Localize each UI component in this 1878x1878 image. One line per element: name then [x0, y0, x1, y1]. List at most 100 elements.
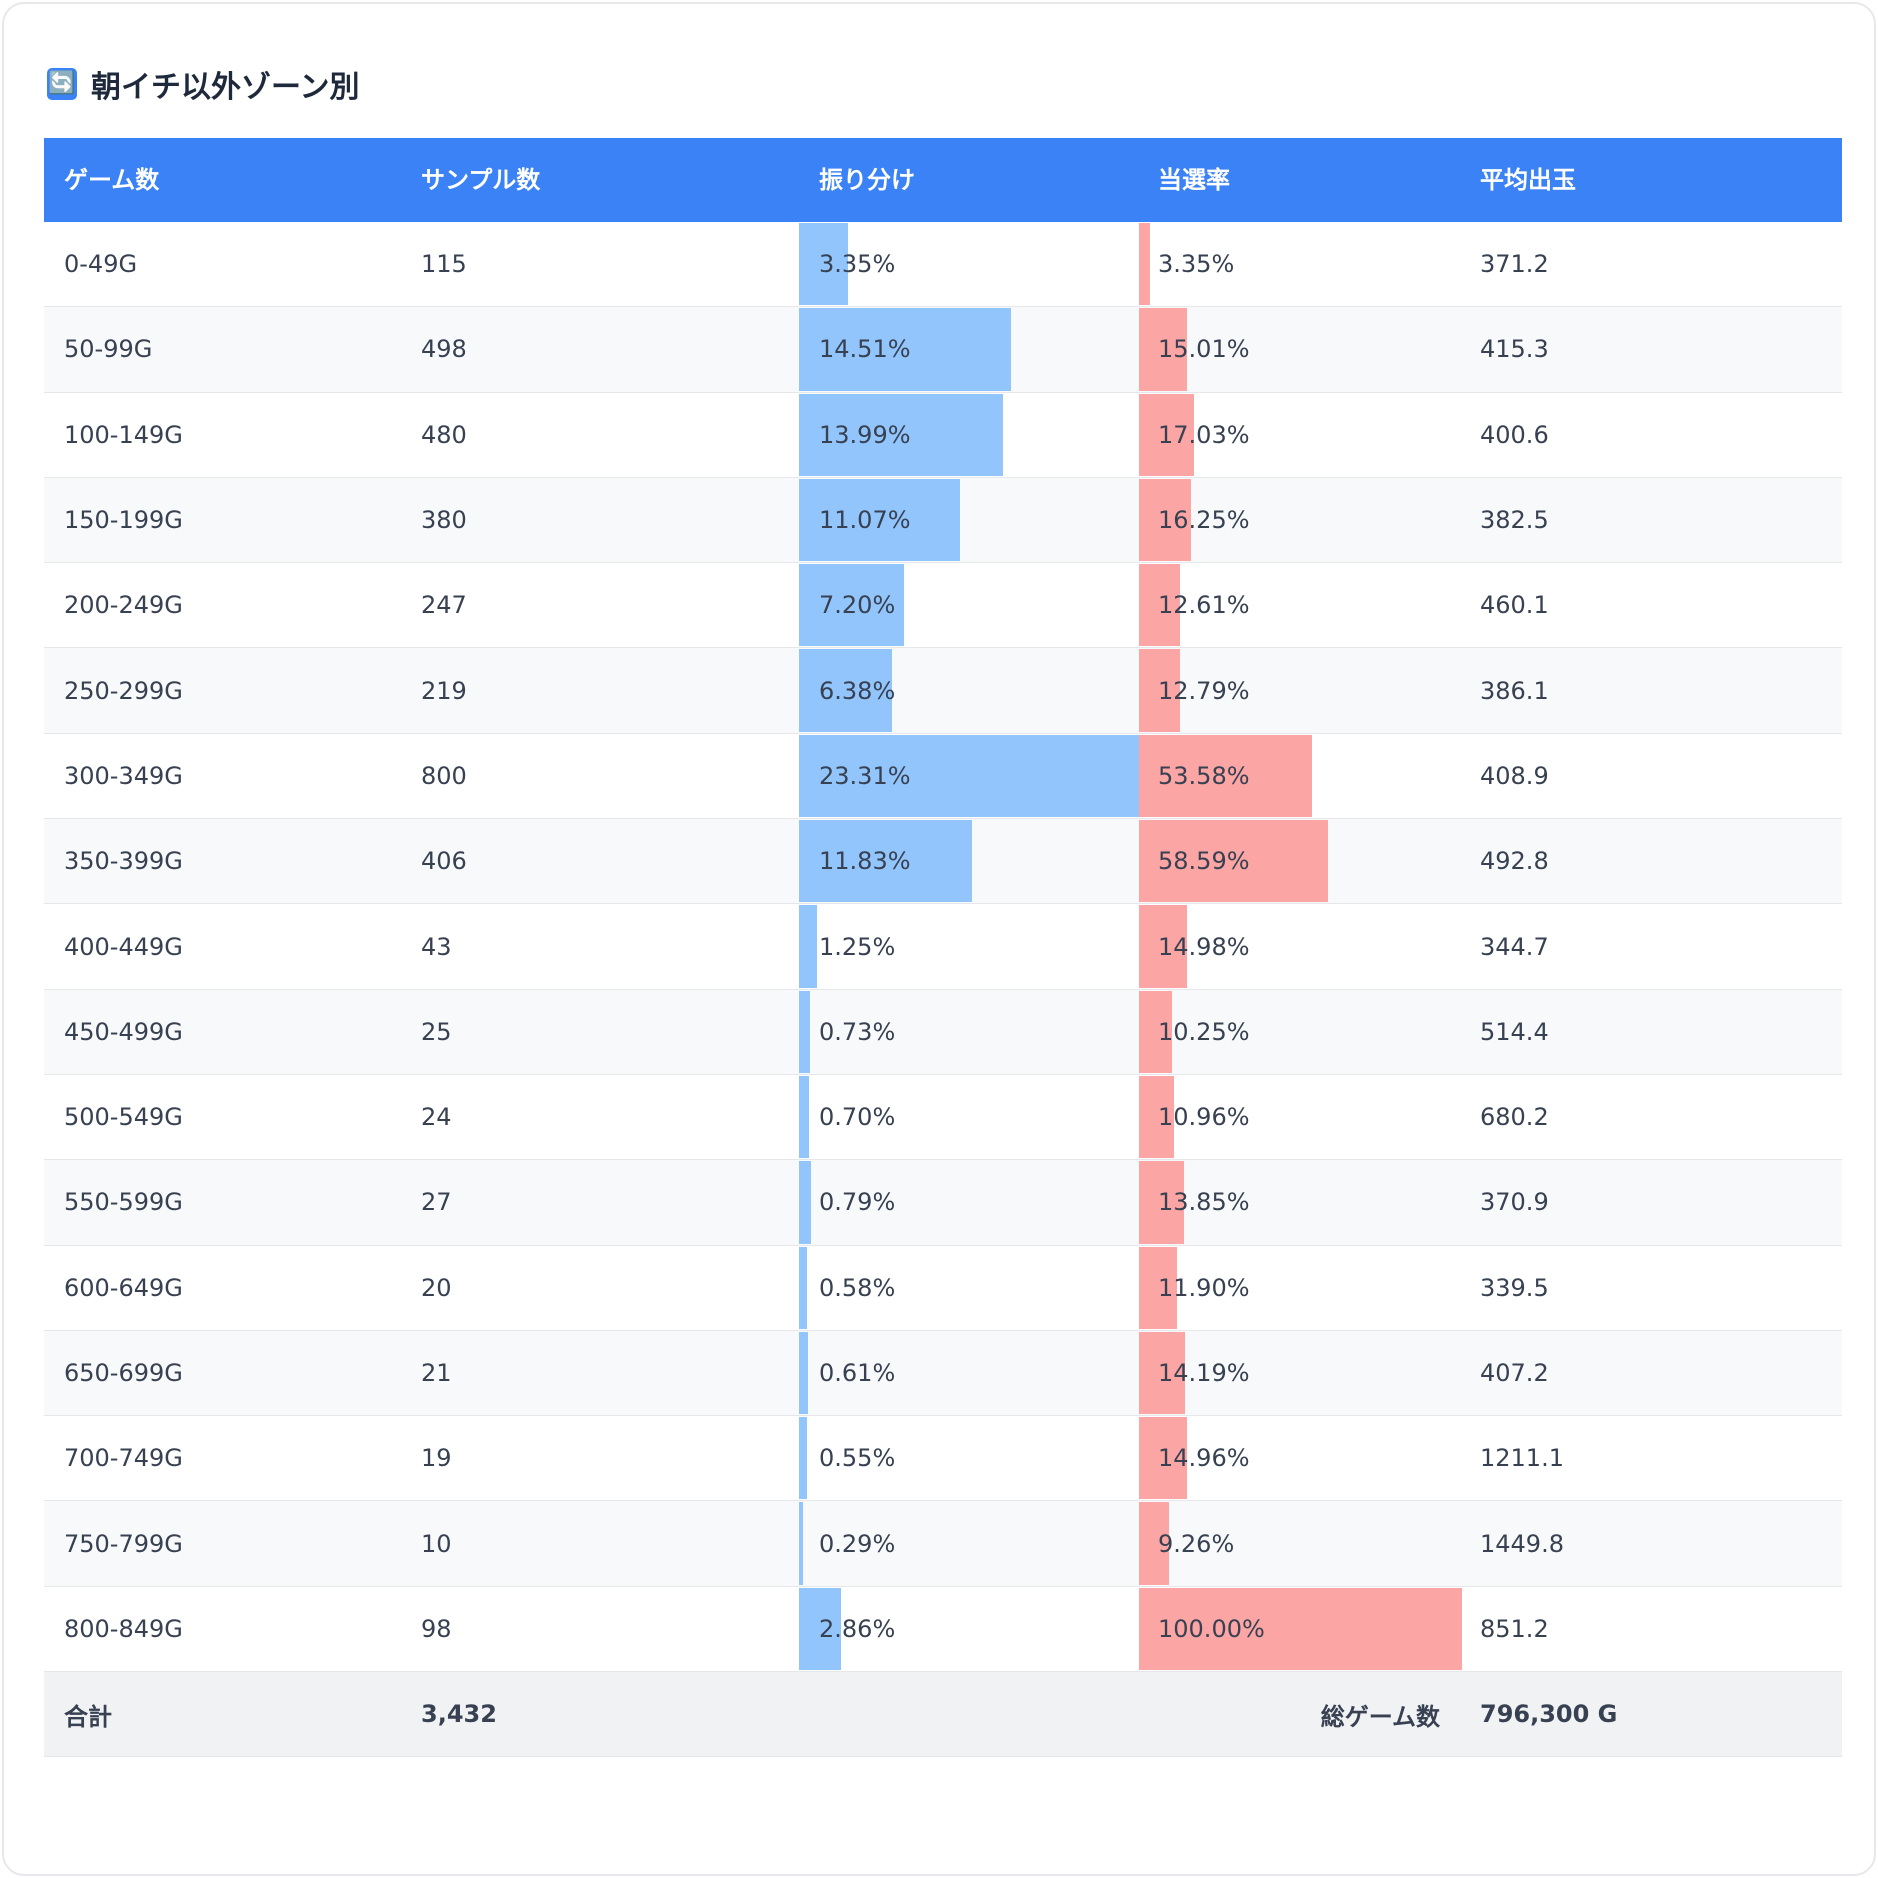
distribution-label: 0.29% — [819, 1529, 896, 1558]
zone-cell: 350-399G — [64, 847, 183, 876]
samples-cell: 27 — [421, 1188, 452, 1217]
table-row: 50-99G 498 14.51% 15.01% 415.3 — [44, 307, 1842, 393]
table-row: 150-199G 380 11.07% 16.25% 382.5 — [44, 477, 1842, 564]
zone-cell: 500-549G — [64, 1103, 183, 1132]
table-row: 200-249G 247 7.20% 12.61% 460.1 — [44, 563, 1842, 649]
distribution-bar — [799, 1587, 841, 1671]
avg-payout-cell: 400.6 — [1480, 420, 1549, 449]
hit-rate-label: 12.79% — [1158, 676, 1250, 705]
distribution-label: 11.07% — [819, 506, 911, 535]
avg-payout-cell: 408.9 — [1480, 761, 1549, 790]
refresh-icon: 🔄 — [47, 68, 77, 100]
table-row: 350-399G 406 11.83% 58.59% 492.8 — [44, 819, 1842, 905]
zone-cell: 150-199G — [64, 506, 183, 535]
distribution-label: 0.79% — [819, 1188, 896, 1217]
hit-rate-bar — [1139, 393, 1194, 476]
hit-rate-label: 10.96% — [1158, 1103, 1250, 1132]
header-hit-rate: 当選率 — [1158, 166, 1230, 194]
distribution-label: 0.61% — [819, 1359, 896, 1387]
hit-rate-bar — [1139, 1502, 1169, 1585]
zone-cell: 650-699G — [64, 1359, 183, 1387]
zone-cell: 400-449G — [64, 932, 183, 961]
hit-rate-bar — [1139, 1075, 1175, 1159]
hit-rate-bar — [1139, 1587, 1462, 1671]
hit-rate-label: 12.61% — [1158, 591, 1250, 620]
distribution-bar — [799, 1417, 808, 1500]
hit-rate-bar — [1139, 820, 1329, 903]
hit-rate-bar — [1139, 1417, 1188, 1500]
hit-rate-bar — [1139, 308, 1188, 391]
avg-payout-cell: 514.4 — [1480, 1017, 1549, 1046]
hit-rate-label: 13.85% — [1158, 1188, 1250, 1217]
samples-cell: 380 — [421, 506, 467, 535]
table-body: 0-49G 115 3.35% 3.35% 371.2 50-99G 498 14.51% 15… — [44, 222, 1842, 1673]
hit-rate-bar — [1139, 564, 1180, 647]
distribution-bar — [799, 1502, 804, 1585]
table-row: 100-149G 480 13.99% 17.03% 400.6 — [44, 393, 1842, 478]
hit-rate-label: 10.25% — [1158, 1017, 1250, 1046]
distribution-label: 3.35% — [819, 250, 896, 279]
hit-rate-label: 16.25% — [1158, 506, 1250, 535]
hit-rate-label: 14.96% — [1158, 1444, 1250, 1473]
footer-label: 合計 — [64, 1702, 112, 1731]
avg-payout-cell: 851.2 — [1480, 1614, 1549, 1643]
avg-payout-cell: 680.2 — [1480, 1103, 1549, 1132]
hit-rate-label: 14.19% — [1158, 1359, 1250, 1387]
distribution-bar — [799, 1246, 808, 1329]
avg-payout-cell: 1449.8 — [1480, 1529, 1564, 1558]
zone-cell: 50-99G — [64, 335, 153, 364]
distribution-bar — [799, 478, 961, 562]
samples-cell: 24 — [421, 1103, 452, 1132]
avg-payout-cell: 1211.1 — [1480, 1444, 1564, 1473]
distribution-label: 13.99% — [819, 420, 911, 449]
distribution-bar — [799, 1331, 808, 1415]
avg-payout-cell: 492.8 — [1480, 847, 1549, 876]
distribution-bar — [799, 649, 893, 732]
hit-rate-bar — [1139, 1161, 1184, 1244]
distribution-bar — [799, 223, 848, 306]
samples-cell: 498 — [421, 335, 467, 364]
zone-cell: 450-499G — [64, 1017, 183, 1046]
hit-rate-bar — [1139, 1246, 1178, 1329]
table-row: 0-49G 115 3.35% 3.35% 371.2 — [44, 222, 1842, 308]
zone-cell: 300-349G — [64, 761, 183, 790]
samples-cell: 98 — [421, 1614, 452, 1643]
footer-games-label: 総ゲーム数 — [1320, 1702, 1440, 1731]
samples-cell: 43 — [421, 932, 452, 961]
avg-payout-cell: 370.9 — [1480, 1188, 1549, 1217]
distribution-label: 0.58% — [819, 1273, 896, 1302]
distribution-bar — [799, 308, 1011, 391]
zone-cell: 200-249G — [64, 591, 183, 620]
section-title: 🔄 朝イチ以外ゾーン別 — [47, 62, 360, 106]
samples-cell: 19 — [421, 1444, 452, 1473]
avg-payout-cell: 344.7 — [1480, 932, 1549, 961]
table-row: 500-549G 24 0.70% 10.96% 680.2 — [44, 1075, 1842, 1161]
avg-payout-cell: 382.5 — [1480, 506, 1549, 535]
table-row: 550-599G 27 0.79% 13.85% 370.9 — [44, 1160, 1842, 1246]
hit-rate-label: 53.58% — [1158, 761, 1250, 790]
distribution-label: 7.20% — [819, 591, 896, 620]
samples-cell: 20 — [421, 1273, 452, 1302]
table-row: 650-699G 21 0.61% 14.19% 407.2 — [44, 1330, 1842, 1417]
samples-cell: 480 — [421, 420, 467, 449]
table-row: 750-799G 10 0.29% 9.26% 1449.8 — [44, 1501, 1842, 1587]
hit-rate-bar — [1139, 649, 1181, 732]
table-row: 800-849G 98 2.86% 100.00% 851.2 — [44, 1587, 1842, 1673]
avg-payout-cell: 460.1 — [1480, 591, 1549, 620]
hit-rate-label: 58.59% — [1158, 847, 1250, 876]
avg-payout-cell: 371.2 — [1480, 250, 1549, 279]
distribution-label: 23.31% — [819, 761, 911, 790]
zone-table: ゲーム数 サンプル数 振り分け 当選率 平均出玉 0-49G 115 3.35% 3.… — [44, 138, 1842, 1758]
table-row: 400-449G 43 1.25% 14.98% 344.7 — [44, 904, 1842, 990]
header-samples: サンプル数 — [421, 166, 541, 194]
avg-payout-cell: 407.2 — [1480, 1359, 1549, 1387]
header-games: ゲーム数 — [64, 166, 160, 194]
distribution-label: 2.86% — [819, 1614, 896, 1643]
hit-rate-bar — [1139, 905, 1188, 988]
hit-rate-label: 17.03% — [1158, 420, 1250, 449]
hit-rate-label: 9.26% — [1158, 1529, 1235, 1558]
distribution-bar — [799, 1161, 811, 1244]
avg-payout-cell: 339.5 — [1480, 1273, 1549, 1302]
hit-rate-bar — [1139, 734, 1313, 818]
table-row: 600-649G 20 0.58% 11.90% 339.5 — [44, 1246, 1842, 1331]
